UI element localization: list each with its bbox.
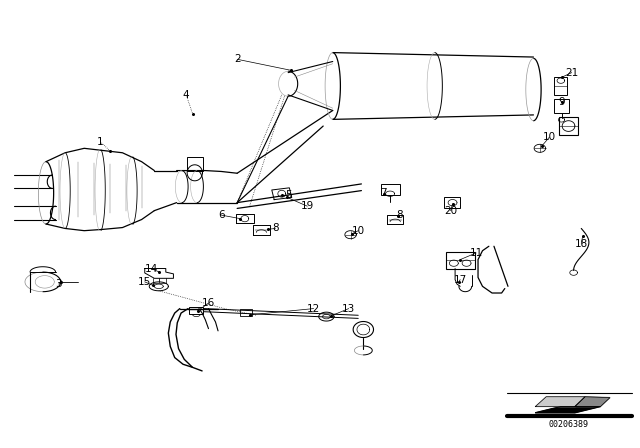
Text: 10: 10 (543, 132, 556, 142)
Text: 11: 11 (470, 248, 483, 258)
Text: 12: 12 (307, 304, 320, 314)
Text: 16: 16 (202, 298, 215, 308)
Bar (444, 197, 460, 208)
Polygon shape (236, 214, 253, 223)
Text: 4: 4 (183, 90, 189, 100)
Text: 19: 19 (301, 201, 314, 211)
Bar (187, 157, 203, 171)
Text: 8: 8 (272, 224, 278, 233)
Text: 10: 10 (351, 226, 365, 236)
Text: 13: 13 (342, 304, 355, 314)
Polygon shape (145, 268, 173, 278)
Bar (189, 307, 204, 314)
Text: 6: 6 (218, 210, 225, 220)
Bar (446, 252, 475, 268)
Text: 15: 15 (138, 277, 152, 287)
Bar (554, 77, 567, 95)
Text: 7: 7 (380, 188, 387, 198)
Polygon shape (272, 188, 292, 200)
Text: 5: 5 (285, 190, 291, 200)
Text: 21: 21 (565, 68, 579, 78)
Bar (241, 309, 252, 316)
Polygon shape (387, 215, 403, 224)
Text: 3: 3 (56, 279, 62, 289)
Text: 17: 17 (454, 275, 467, 284)
Text: 18: 18 (575, 239, 588, 249)
Text: 14: 14 (145, 263, 158, 274)
Polygon shape (575, 397, 610, 406)
Polygon shape (536, 406, 600, 413)
Text: 00206389: 00206389 (548, 420, 589, 429)
Text: 9: 9 (559, 97, 566, 107)
Text: 1: 1 (97, 137, 104, 146)
Bar (381, 184, 399, 195)
Polygon shape (253, 225, 269, 235)
Text: 8: 8 (396, 210, 403, 220)
Text: 20: 20 (444, 206, 457, 215)
Polygon shape (536, 397, 585, 406)
Bar (554, 99, 568, 113)
Bar (559, 117, 578, 135)
Text: 2: 2 (234, 54, 241, 64)
